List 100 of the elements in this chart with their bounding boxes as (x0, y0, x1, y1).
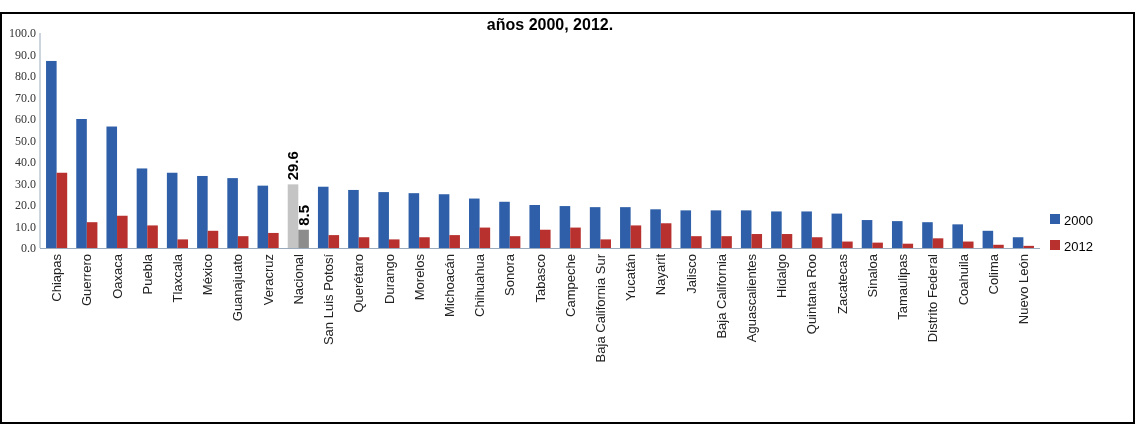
bar (499, 201, 510, 248)
bar (630, 225, 642, 248)
bar (1023, 245, 1034, 248)
bar (540, 229, 551, 248)
bar (378, 192, 389, 248)
bar (358, 237, 370, 248)
bar (177, 239, 189, 248)
y-tick-label: 30.0 (15, 176, 36, 191)
x-tick-label: Morelos (411, 253, 427, 301)
bar (419, 237, 430, 248)
x-tick-label: Yucatán (623, 254, 639, 301)
legend-label: 2000 (1064, 212, 1093, 228)
x-tick-label: Veracruz (260, 254, 276, 306)
bar (317, 186, 329, 248)
x-tick-label: Chihuahua (472, 253, 488, 317)
x-tick-label: Nuevo León (1015, 254, 1031, 325)
bar (781, 234, 793, 248)
bar (237, 236, 249, 248)
bar (298, 229, 309, 248)
x-tick-label: Guanajuato (230, 254, 246, 322)
bar (268, 232, 279, 248)
bar (328, 235, 340, 248)
y-tick-label: 80.0 (15, 69, 36, 84)
x-tick-label: Tabasco (532, 254, 548, 303)
bar (438, 194, 450, 248)
bar (740, 210, 752, 248)
bar (469, 198, 480, 248)
x-tick-label: Baja California Sur (592, 253, 608, 363)
x-tick-label: Zacatecas (834, 253, 850, 314)
bar (891, 221, 903, 248)
bar (721, 236, 732, 248)
bar (811, 237, 823, 248)
x-tick-label: San Luis Potosí (321, 253, 337, 346)
bar (227, 178, 238, 248)
bar (570, 227, 581, 248)
legend-label: 2012 (1064, 238, 1093, 254)
x-tick-label: Puebla (139, 253, 155, 295)
x-tick-label: Oaxaca (109, 253, 125, 299)
bar (46, 60, 57, 248)
bar (287, 184, 299, 248)
bar (136, 168, 148, 248)
bar (922, 222, 933, 248)
x-tick-label: Campeche (562, 254, 578, 317)
y-tick-label: 100.0 (9, 26, 36, 41)
bar (56, 172, 68, 248)
x-tick-label: Nacional (290, 253, 306, 305)
bar (589, 207, 601, 248)
x-tick-label: Colima (985, 253, 1001, 295)
bar (962, 241, 974, 248)
x-tick-label: Coahuila (955, 253, 971, 306)
bar (861, 220, 873, 248)
x-tick-label: Nayarit (653, 253, 669, 296)
bar (650, 209, 661, 248)
bar (771, 211, 782, 248)
bar (388, 239, 400, 248)
bar (479, 227, 491, 248)
x-tick-label: Guerrero (79, 254, 95, 307)
data-label: 8.5 (294, 204, 312, 226)
bar (559, 206, 571, 248)
x-tick-label: México (200, 254, 216, 296)
bar (529, 205, 540, 248)
x-tick-label: Sinaloa (864, 253, 880, 298)
bar (449, 235, 460, 248)
x-tick-label: Hidalgo (774, 254, 790, 299)
x-tick-label: Sonora (502, 253, 518, 296)
data-label: 29.6 (284, 151, 302, 181)
bar (86, 222, 98, 248)
y-tick-label: 40.0 (15, 155, 36, 170)
chart-title: años 2000, 2012. (486, 16, 614, 33)
bar (348, 189, 359, 248)
bar (408, 193, 420, 248)
y-tick-label: 10.0 (15, 219, 36, 234)
x-tick-label: Chiapas (49, 253, 65, 302)
bar (147, 225, 158, 248)
bar (680, 210, 692, 248)
bar (117, 215, 128, 248)
y-tick-label: 60.0 (15, 112, 36, 127)
bar (600, 239, 611, 248)
bar (751, 234, 763, 248)
bar (76, 119, 87, 248)
y-tick-label: 50.0 (15, 133, 36, 148)
bar (710, 210, 722, 248)
bar (620, 207, 631, 248)
bar (106, 126, 118, 248)
x-tick-label: Tlaxcala (170, 253, 186, 303)
y-tick-label: 70.0 (15, 90, 36, 105)
bar (197, 175, 208, 248)
x-tick-label: Querétaro (351, 254, 367, 313)
bar (982, 230, 994, 248)
bar (166, 172, 178, 248)
y-tick-label: 0.0 (21, 241, 36, 256)
bar (509, 236, 521, 248)
bar (660, 223, 672, 248)
bar (801, 211, 812, 248)
bar (207, 230, 219, 248)
bar (993, 244, 1004, 248)
x-tick-label: Jalisco (683, 254, 699, 294)
y-tick-label: 90.0 (15, 47, 36, 62)
bar (691, 236, 702, 248)
bar (952, 224, 963, 248)
